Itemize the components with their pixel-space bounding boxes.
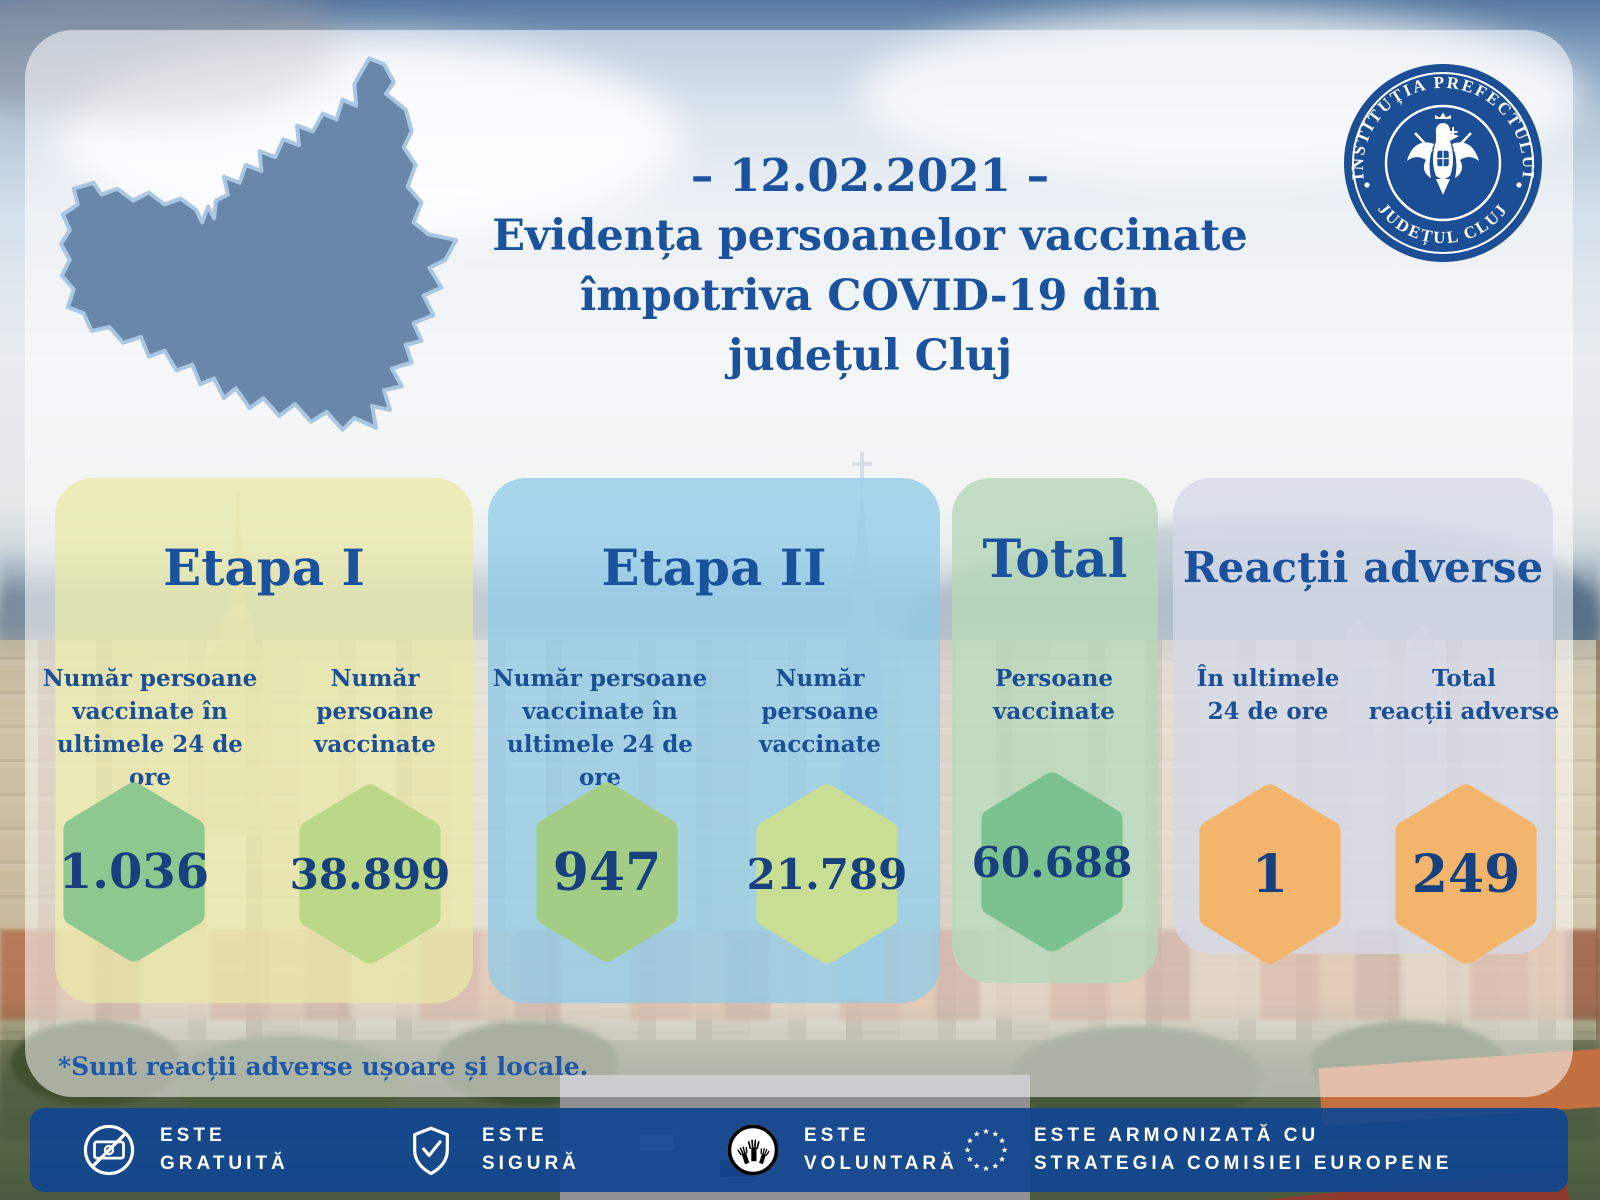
- stat-value: 947: [552, 841, 662, 903]
- title-line-2: împotriva COVID-19 din: [579, 271, 1161, 321]
- stat-hexagon: 1: [1190, 782, 1350, 966]
- page-title: – 12.02.2021 – Evidența persoanelor vacc…: [480, 146, 1260, 386]
- stat-hexagon: 60.688: [972, 770, 1132, 954]
- stat-label: În ultimele 24 de ore: [1196, 665, 1340, 725]
- bar-item-gratuita: ESTE GRATUITĂ: [80, 1108, 289, 1192]
- panel-heading: Etapa II: [601, 538, 827, 597]
- bar-item-label: ESTE SIGURĂ: [482, 1125, 580, 1174]
- footnote: *Sunt reacții adverse ușoare și locale.: [58, 1052, 589, 1081]
- stat-hexagon: 1.036: [54, 780, 214, 964]
- eu-stars-icon: [964, 1128, 1008, 1172]
- no-money-icon: [83, 1124, 135, 1176]
- stat-label: Număr persoane vaccinate: [314, 665, 436, 758]
- stat-value: 38.899: [289, 849, 451, 899]
- stat-hexagon: 249: [1386, 782, 1546, 966]
- bottom-info-bar: ESTE GRATUITĂ ESTE SIGURĂ: [30, 1108, 1568, 1192]
- stat-value: 249: [1411, 843, 1521, 905]
- panel-heading: Total: [982, 529, 1128, 590]
- bar-item-label: ESTE ARMONIZATĂ CU STRATEGIA COMISIEI EU…: [1034, 1125, 1453, 1174]
- stat-value: 60.688: [971, 837, 1133, 887]
- stat-hexagon: 21.789: [747, 782, 907, 966]
- cluj-county-map-icon: [58, 52, 463, 442]
- stat-label: Total reacții adverse: [1368, 665, 1560, 725]
- bar-item-sigura: ESTE SIGURĂ: [402, 1108, 580, 1192]
- title-line-1: Evidența persoanelor vaccinate: [492, 211, 1248, 261]
- report-date: – 12.02.2021 –: [690, 149, 1050, 202]
- prefecture-seal-logo: INSTITUȚIA PREFECTULUI JUDEȚUL CLUJ: [1342, 62, 1544, 264]
- title-line-3: județul Cluj: [727, 331, 1013, 381]
- bar-item-eu: ESTE ARMONIZATĂ CU STRATEGIA COMISIEI EU…: [960, 1108, 1452, 1192]
- stat-value: 1: [1251, 843, 1289, 905]
- stat-label: Număr persoane vaccinate în ultimele 24 …: [42, 665, 258, 791]
- volunteer-hands-icon: [727, 1124, 779, 1176]
- panel-heading: Reacții adverse: [1182, 543, 1544, 592]
- bar-item-label: ESTE GRATUITĂ: [160, 1125, 289, 1174]
- shield-check-icon: [413, 1126, 449, 1176]
- bar-item-voluntara: ESTE VOLUNTARĂ: [724, 1108, 958, 1192]
- stat-value: 21.789: [746, 849, 908, 899]
- coat-of-arms-eagle: [1407, 112, 1479, 195]
- stat-hexagon: 947: [527, 780, 687, 964]
- stat-value: 1.036: [58, 844, 210, 900]
- stat-label: Persoane vaccinate: [993, 665, 1115, 725]
- bar-item-label: ESTE VOLUNTARĂ: [804, 1125, 958, 1174]
- panel-heading: Etapa I: [163, 538, 365, 597]
- stat-hexagon: 38.899: [290, 782, 450, 966]
- stat-label: Număr persoane vaccinate: [759, 665, 881, 758]
- stat-label: Număr persoane vaccinate în ultimele 24 …: [492, 665, 708, 791]
